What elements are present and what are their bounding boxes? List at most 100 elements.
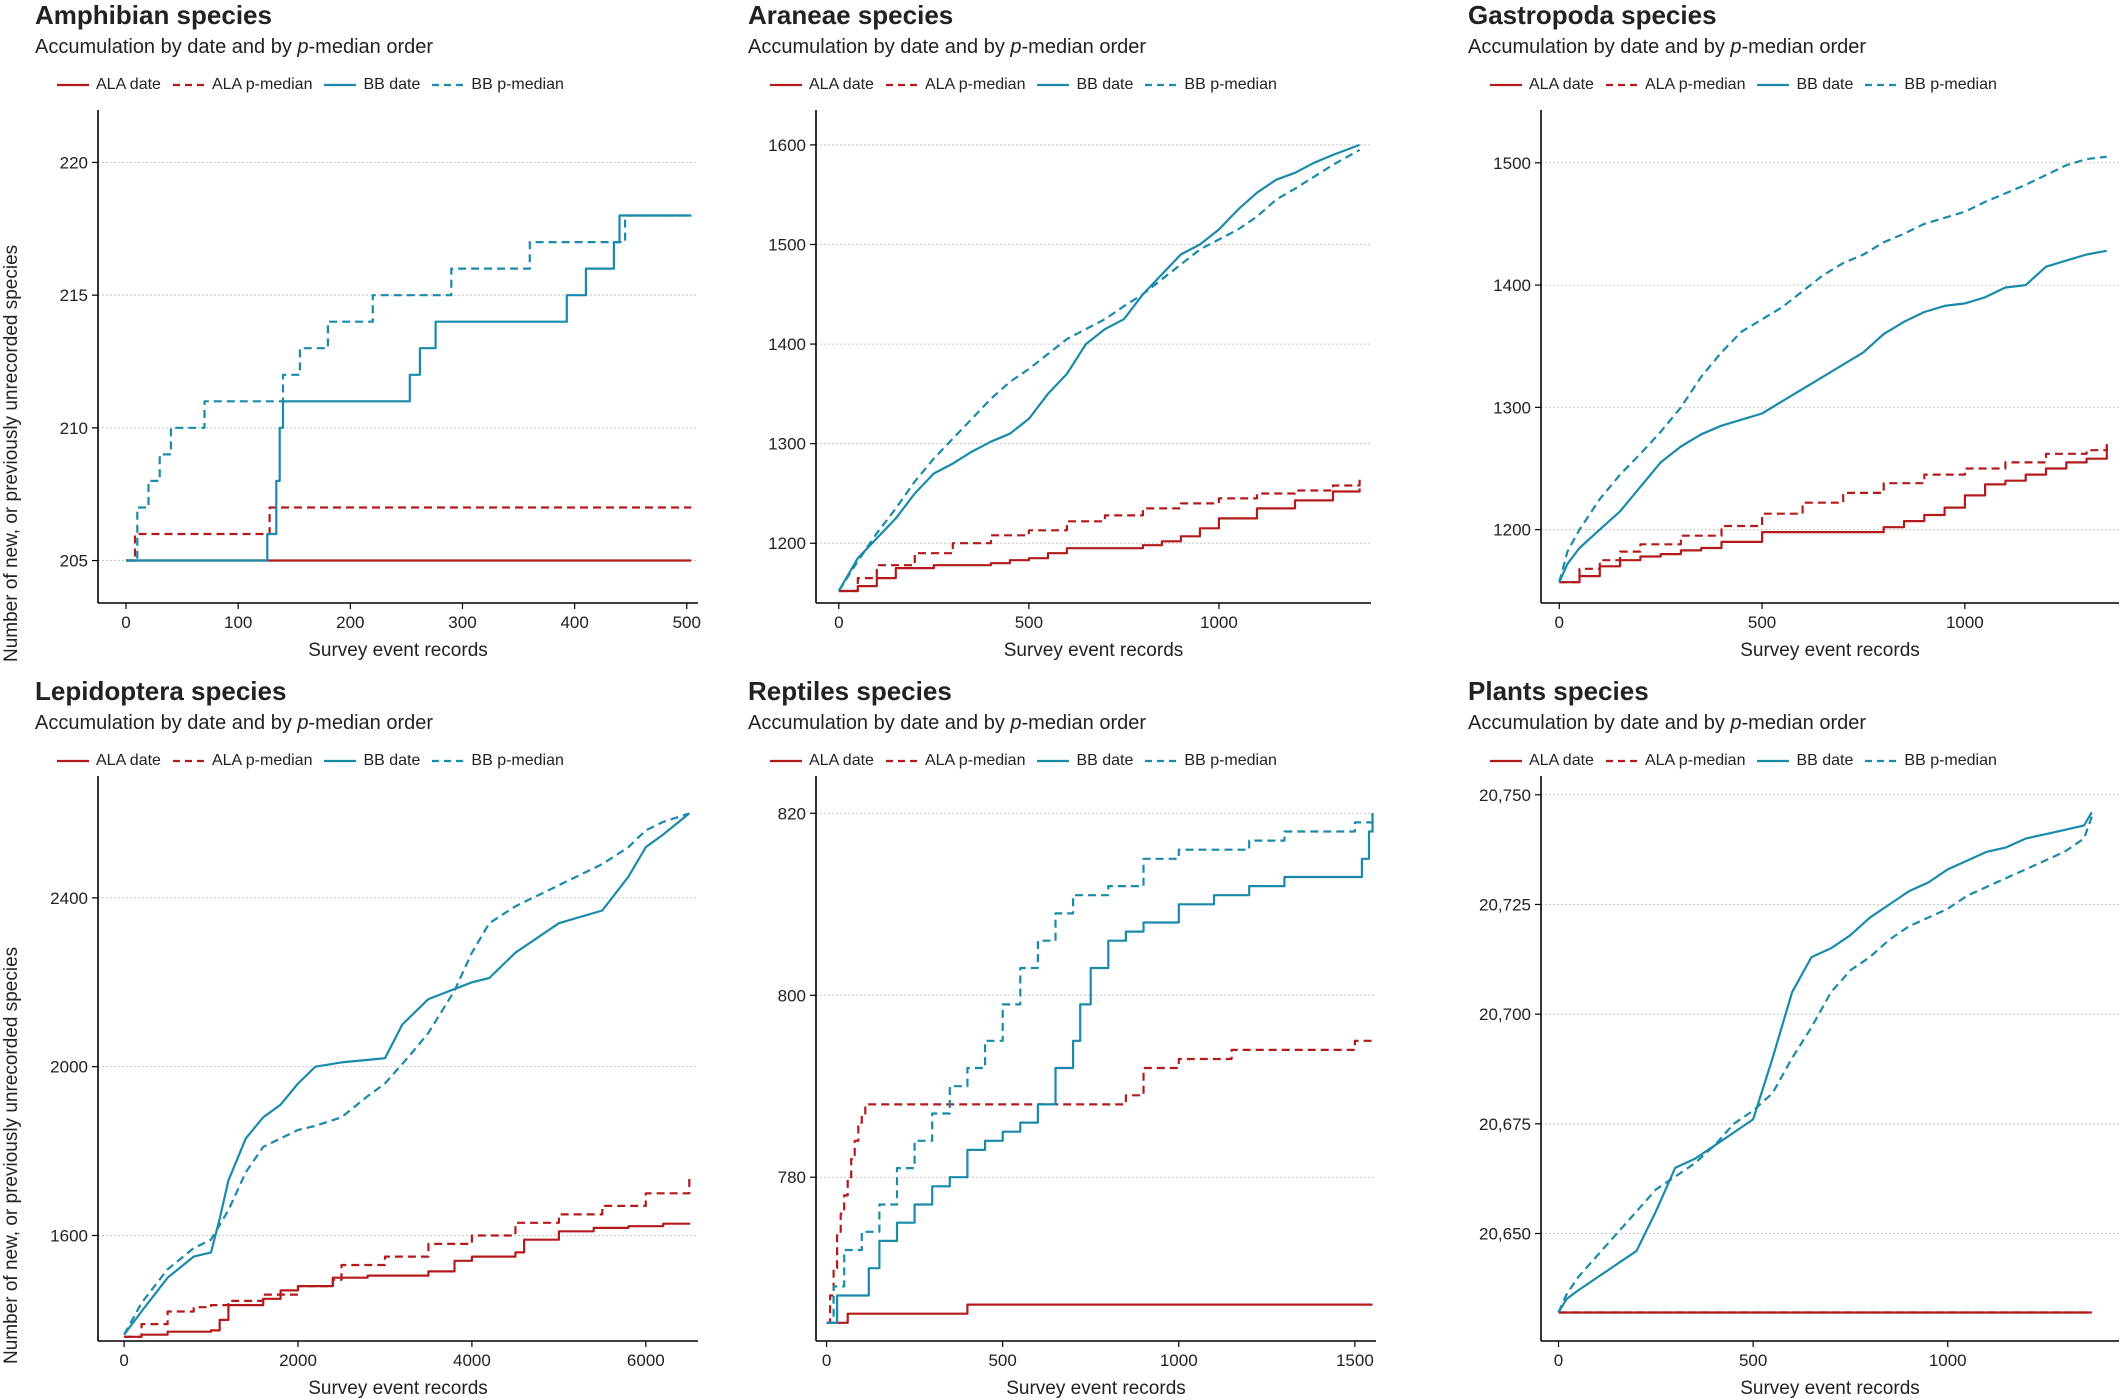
- legend-label: ALA p-median: [1644, 752, 1746, 769]
- legend-line-swatch: [1490, 83, 1522, 87]
- series-line-ala-date: [826, 1303, 1373, 1324]
- legend-label: BB p-median: [471, 76, 564, 93]
- y-tick-label: 800: [778, 986, 806, 1005]
- y-tick-label: 2400: [50, 889, 88, 908]
- series-line-bb-date: [837, 143, 1360, 592]
- subtitle-italic: p: [1730, 712, 1742, 734]
- legend-line-swatch: [1757, 83, 1790, 87]
- legend-label: ALA date: [809, 752, 874, 769]
- chart-subtitle: Accumulation by date and by p-median ord…: [35, 36, 433, 59]
- legend-item: ALA p-median: [171, 76, 313, 94]
- series-line-bb-p-median: [837, 148, 1361, 592]
- legend-label: ALA p-median: [211, 752, 313, 769]
- x-tick-label: 500: [1748, 613, 1776, 632]
- legend-line-swatch: [1605, 83, 1638, 87]
- x-axis-label: Survey event records: [1740, 1378, 1920, 1399]
- x-tick-label: 200: [336, 613, 364, 632]
- legend-label: ALA p-median: [924, 76, 1026, 93]
- series-line-bb-p-median: [126, 214, 692, 562]
- series-line-bb-date: [1557, 811, 2093, 1314]
- legend-label: BB date: [363, 752, 421, 769]
- series-line-ala-p-median: [826, 1039, 1373, 1324]
- legend-item: BB p-median: [1143, 752, 1277, 770]
- legend-item: ALA p-median: [1604, 752, 1746, 770]
- legend-line-swatch: [1037, 759, 1070, 763]
- legend-label: BB date: [1076, 752, 1134, 769]
- legend-line-swatch: [324, 759, 357, 763]
- x-axis-label: Survey event records: [308, 640, 488, 661]
- y-tick-label: 20,700: [1479, 1005, 1531, 1024]
- legend-item: ALA date: [55, 752, 161, 770]
- y-tick-label: 1600: [768, 136, 806, 155]
- legend-line-swatch: [1490, 759, 1522, 763]
- legend-line-swatch: [1145, 759, 1178, 763]
- y-tick-label: 1300: [768, 435, 806, 454]
- chart-title: Plants species: [1468, 676, 1649, 706]
- chart-panel: Plants species Accumulation by date and b…: [1468, 676, 2128, 1399]
- legend-line-swatch: [770, 83, 802, 87]
- legend-line-swatch: [57, 759, 89, 763]
- chart-panel: Reptiles species Accumulation by date and…: [748, 676, 1448, 1399]
- x-tick-label: 0: [121, 613, 130, 632]
- subtitle-text: -median order: [1741, 712, 1867, 734]
- series-line-ala-p-median: [838, 478, 1361, 593]
- legend-label: ALA p-median: [211, 76, 313, 93]
- legend-item: BB p-median: [1863, 76, 1997, 94]
- series-line-bb-p-median: [123, 812, 690, 1336]
- legend-item: ALA date: [768, 752, 874, 770]
- legend-line-swatch: [770, 759, 802, 763]
- chart-panel: Lepidoptera species Accumulation by date …: [1, 676, 735, 1399]
- chart-panel: Gastropoda species Accumulation by date a…: [1468, 0, 2128, 670]
- subtitle-italic: p: [1730, 36, 1742, 58]
- subtitle-italic: p: [1010, 712, 1022, 734]
- legend-item: BB date: [1755, 76, 1853, 94]
- x-tick-label: 0: [834, 613, 843, 632]
- legend-label: BB p-median: [1904, 752, 1997, 769]
- legend-item: BB p-median: [430, 76, 564, 94]
- legend-line-swatch: [432, 759, 465, 763]
- legend-item: BB p-median: [1143, 76, 1277, 94]
- series-line-ala-p-median: [126, 506, 692, 562]
- legend-line-swatch: [172, 83, 205, 87]
- x-tick-label: 100: [224, 613, 252, 632]
- plot-area: 205 210 215 220 0 100 200 300 400 500: [60, 110, 701, 632]
- chart-panel: Amphibian species Accumulation by date an…: [1, 0, 735, 670]
- y-tick-label: 1300: [1493, 398, 1531, 417]
- chart-legend: ALA date ALA p-median BB date BB p-median: [55, 76, 574, 94]
- series-line-bb-p-median: [1557, 816, 2093, 1313]
- chart-legend: ALA date ALA p-median BB date BB p-median: [1488, 76, 2007, 94]
- subtitle-text: Accumulation by date and by: [35, 36, 298, 58]
- subtitle-text: Accumulation by date and by: [748, 36, 1011, 58]
- chart-title: Amphibian species: [35, 0, 272, 30]
- chart-legend: ALA date ALA p-median BB date BB p-median: [768, 752, 1287, 770]
- chart-legend: ALA date ALA p-median BB date BB p-median: [1488, 752, 2007, 770]
- subtitle-text: -median order: [308, 712, 434, 734]
- series-line-bb-date: [1558, 249, 2107, 583]
- series-line-ala-p-median: [1559, 446, 2108, 584]
- chart-title: Lepidoptera species: [35, 676, 287, 706]
- subtitle-text: Accumulation by date and by: [1468, 36, 1731, 58]
- chart-subtitle: Accumulation by date and by p-median ord…: [748, 36, 1146, 59]
- legend-item: BB date: [322, 76, 420, 94]
- y-tick-label: 20,675: [1479, 1115, 1531, 1134]
- legend-item: BB date: [1755, 752, 1853, 770]
- subtitle-text: Accumulation by date and by: [1468, 712, 1731, 734]
- subtitle-text: Accumulation by date and by: [748, 712, 1011, 734]
- subtitle-italic: p: [297, 712, 309, 734]
- legend-item: ALA p-median: [884, 752, 1025, 770]
- legend-item: BB date: [322, 752, 420, 770]
- x-axis-label: Survey event records: [1003, 640, 1184, 661]
- series-line-ala-date: [838, 488, 1361, 593]
- legend-line-swatch: [324, 83, 357, 87]
- y-tick-label: 1600: [50, 1226, 88, 1245]
- legend-line-swatch: [1757, 759, 1790, 763]
- subtitle-text: Accumulation by date and by: [35, 712, 298, 734]
- legend-label: ALA date: [96, 752, 161, 769]
- subtitle-italic: p: [297, 36, 309, 58]
- legend-item: BB p-median: [430, 752, 564, 770]
- legend-label: ALA date: [1529, 76, 1594, 93]
- y-tick-label: 1200: [1493, 521, 1531, 540]
